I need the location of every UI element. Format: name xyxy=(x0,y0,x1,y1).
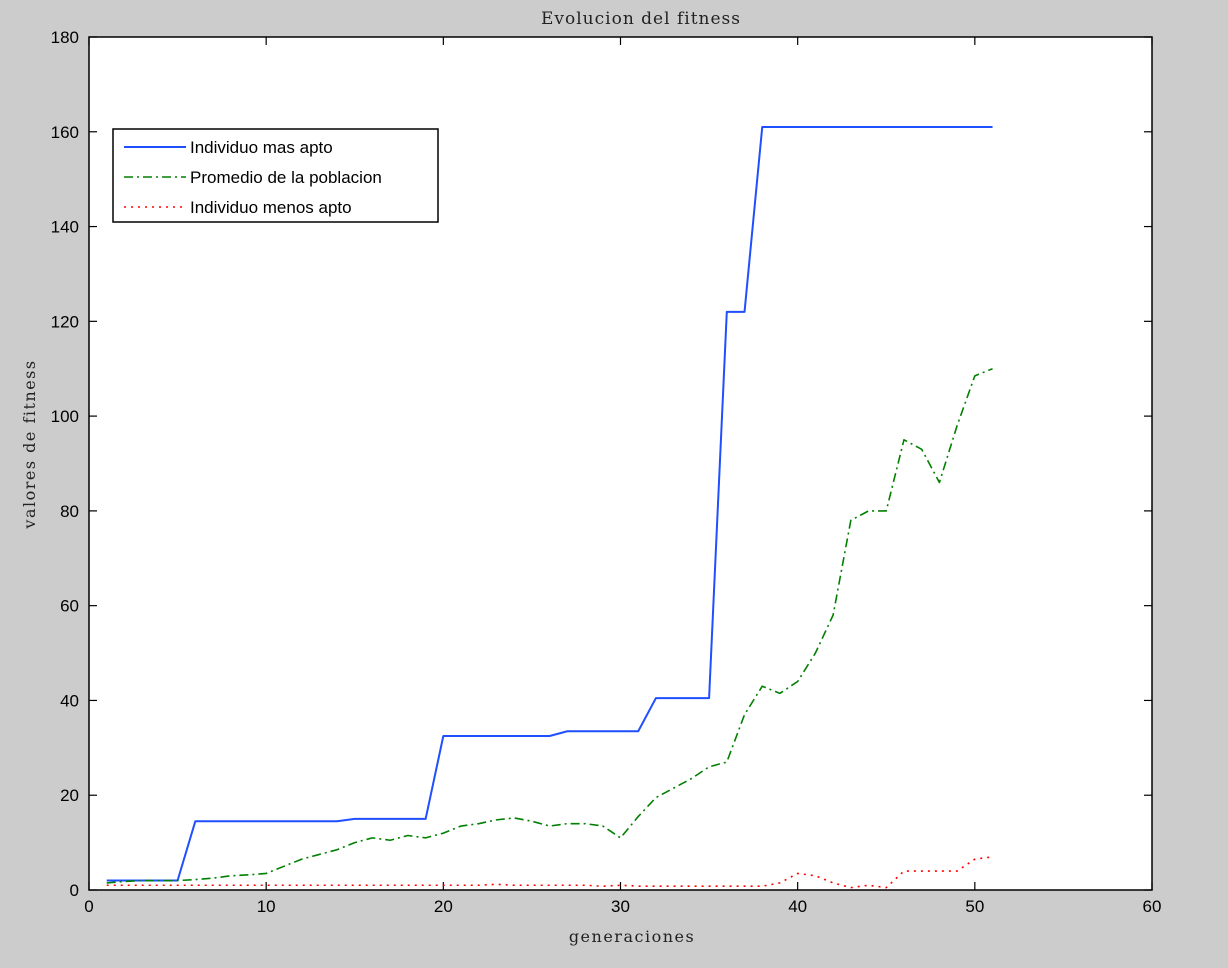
legend-label-2: Individuo menos apto xyxy=(190,198,352,217)
y-axis-label: valores de fitness xyxy=(20,359,39,529)
legend: Individuo mas apto Promedio de la poblaci… xyxy=(112,128,439,223)
y-tick-label: 0 xyxy=(70,881,79,900)
x-tick-label: 60 xyxy=(1143,897,1162,916)
series-line-2 xyxy=(106,856,993,889)
y-tick-label: 20 xyxy=(60,786,79,805)
axis-ticks: 0 10 20 30 40 50 60 0 20 40 60 80 100 120 140 160 180 xyxy=(51,28,1162,916)
x-tick-label: 40 xyxy=(788,897,807,916)
y-tick-label: 80 xyxy=(60,502,79,521)
series-line-1 xyxy=(106,367,993,884)
y-tick-label: 60 xyxy=(60,597,79,616)
y-tick-label: 180 xyxy=(51,28,79,47)
y-tick-label: 160 xyxy=(51,123,79,142)
legend-label-1: Promedio de la poblacion xyxy=(190,168,382,187)
y-tick-label: 100 xyxy=(51,407,79,426)
y-tick-label: 120 xyxy=(51,312,79,331)
legend-entries: Individuo mas apto Promedio de la poblaci… xyxy=(124,138,382,217)
series-layer xyxy=(106,126,993,889)
y-tick-label: 40 xyxy=(60,691,79,710)
x-axis-label: generaciones xyxy=(569,927,695,946)
legend-label-0: Individuo mas apto xyxy=(190,138,333,157)
x-tick-label: 0 xyxy=(84,897,93,916)
series-line-0 xyxy=(106,126,993,882)
y-tick-label: 140 xyxy=(51,218,79,237)
chart-title: Evolucion del fitness xyxy=(541,9,741,29)
x-tick-label: 50 xyxy=(965,897,984,916)
x-tick-label: 30 xyxy=(611,897,630,916)
x-tick-label: 20 xyxy=(434,897,453,916)
x-tick-label: 10 xyxy=(257,897,276,916)
